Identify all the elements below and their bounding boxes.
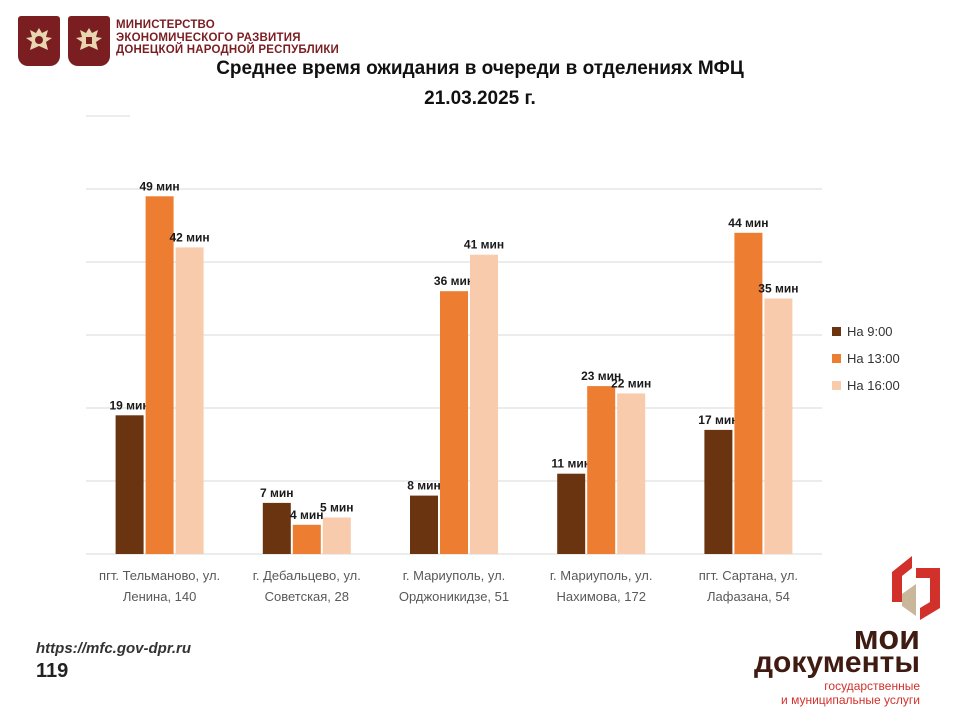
bar (470, 254, 498, 554)
data-label: 22 мин (611, 376, 651, 390)
ministry-name: МИНИСТЕРСТВО ЭКОНОМИЧЕСКОГО РАЗВИТИЯ ДОН… (116, 19, 339, 57)
category-label: Орджоникидзе, 51 (399, 589, 509, 604)
category-label: Ленина, 140 (123, 589, 197, 604)
bar (322, 517, 351, 554)
legend-item-16: На 16:00 (832, 372, 900, 399)
data-label: 36 мин (434, 274, 474, 288)
ministry-line: ДОНЕЦКОЙ НАРОДНОЙ РЕСПУБЛИКИ (116, 44, 340, 56)
chart-subtitle: 21.03.2025 г. (424, 88, 536, 109)
category-label: г. Мариуполь, ул. (550, 568, 653, 583)
logo-text-dokumenty: документы (754, 646, 920, 679)
category-label: г. Мариуполь, ул. (403, 568, 506, 583)
legend-label: На 16:00 (847, 378, 900, 393)
bar (704, 429, 733, 554)
coat-of-arms-dpr-icon (68, 16, 110, 66)
data-label: 11 мин (551, 457, 591, 471)
legend-swatch (832, 327, 841, 336)
bar (145, 196, 174, 555)
ministry-line: МИНИСТЕРСТВО (116, 19, 215, 31)
category-label: Нахимова, 172 (556, 589, 645, 604)
legend-swatch (832, 381, 841, 390)
data-label: 42 мин (170, 230, 210, 244)
logo-tagline: государственные (824, 679, 920, 693)
bar (557, 473, 586, 554)
data-label: 49 мин (140, 179, 180, 193)
data-label: 7 мин (260, 486, 294, 500)
coat-of-arms-russia-icon (18, 16, 60, 66)
legend-swatch (832, 354, 841, 363)
legend-label: На 9:00 (847, 324, 893, 339)
data-label: 23 мин (581, 369, 621, 383)
data-label: 19 мин (110, 398, 150, 412)
category-label: Советская, 28 (265, 589, 349, 604)
ministry-line: ЭКОНОМИЧЕСКОГО РАЗВИТИЯ (116, 31, 301, 44)
chart-legend: На 9:00 На 13:00 На 16:00 (832, 318, 900, 399)
category-label: г. Дебальцево, ул. (253, 568, 361, 583)
bar (292, 524, 321, 554)
data-label: 35 мин (758, 282, 798, 296)
logo-tagline: и муниципальные услуги (781, 693, 920, 707)
category-label: Лафазана, 54 (707, 589, 790, 604)
chart-title: Среднее время ожидания в очереди в отдел… (216, 58, 744, 79)
data-label: 8 мин (407, 479, 441, 493)
category-label: пгт. Сартана, ул. (699, 568, 798, 583)
bar (734, 232, 763, 555)
legend-item-9: На 9:00 (832, 318, 900, 345)
bar (440, 291, 468, 554)
bar (262, 502, 291, 554)
bar (410, 495, 438, 554)
legend-label: На 13:00 (847, 351, 900, 366)
bar (617, 393, 646, 554)
data-label: 5 мин (320, 501, 354, 515)
data-label: 44 мин (728, 216, 768, 230)
moi-dokumenty-logo-icon (892, 556, 940, 620)
data-label: 41 мин (464, 238, 504, 252)
data-label: 4 мин (290, 508, 324, 522)
logo-text-moi: мои (853, 619, 920, 657)
website-link[interactable]: https://mfc.gov-dpr.ru (36, 640, 191, 657)
bar (764, 298, 793, 554)
legend-item-13: На 13:00 (832, 345, 900, 372)
page-number: 119 (36, 660, 69, 682)
data-label: 17 мин (698, 413, 738, 427)
bar (115, 415, 144, 554)
bar (175, 247, 204, 554)
category-label: пгт. Тельманово, ул. (99, 568, 220, 583)
bar (587, 386, 616, 554)
